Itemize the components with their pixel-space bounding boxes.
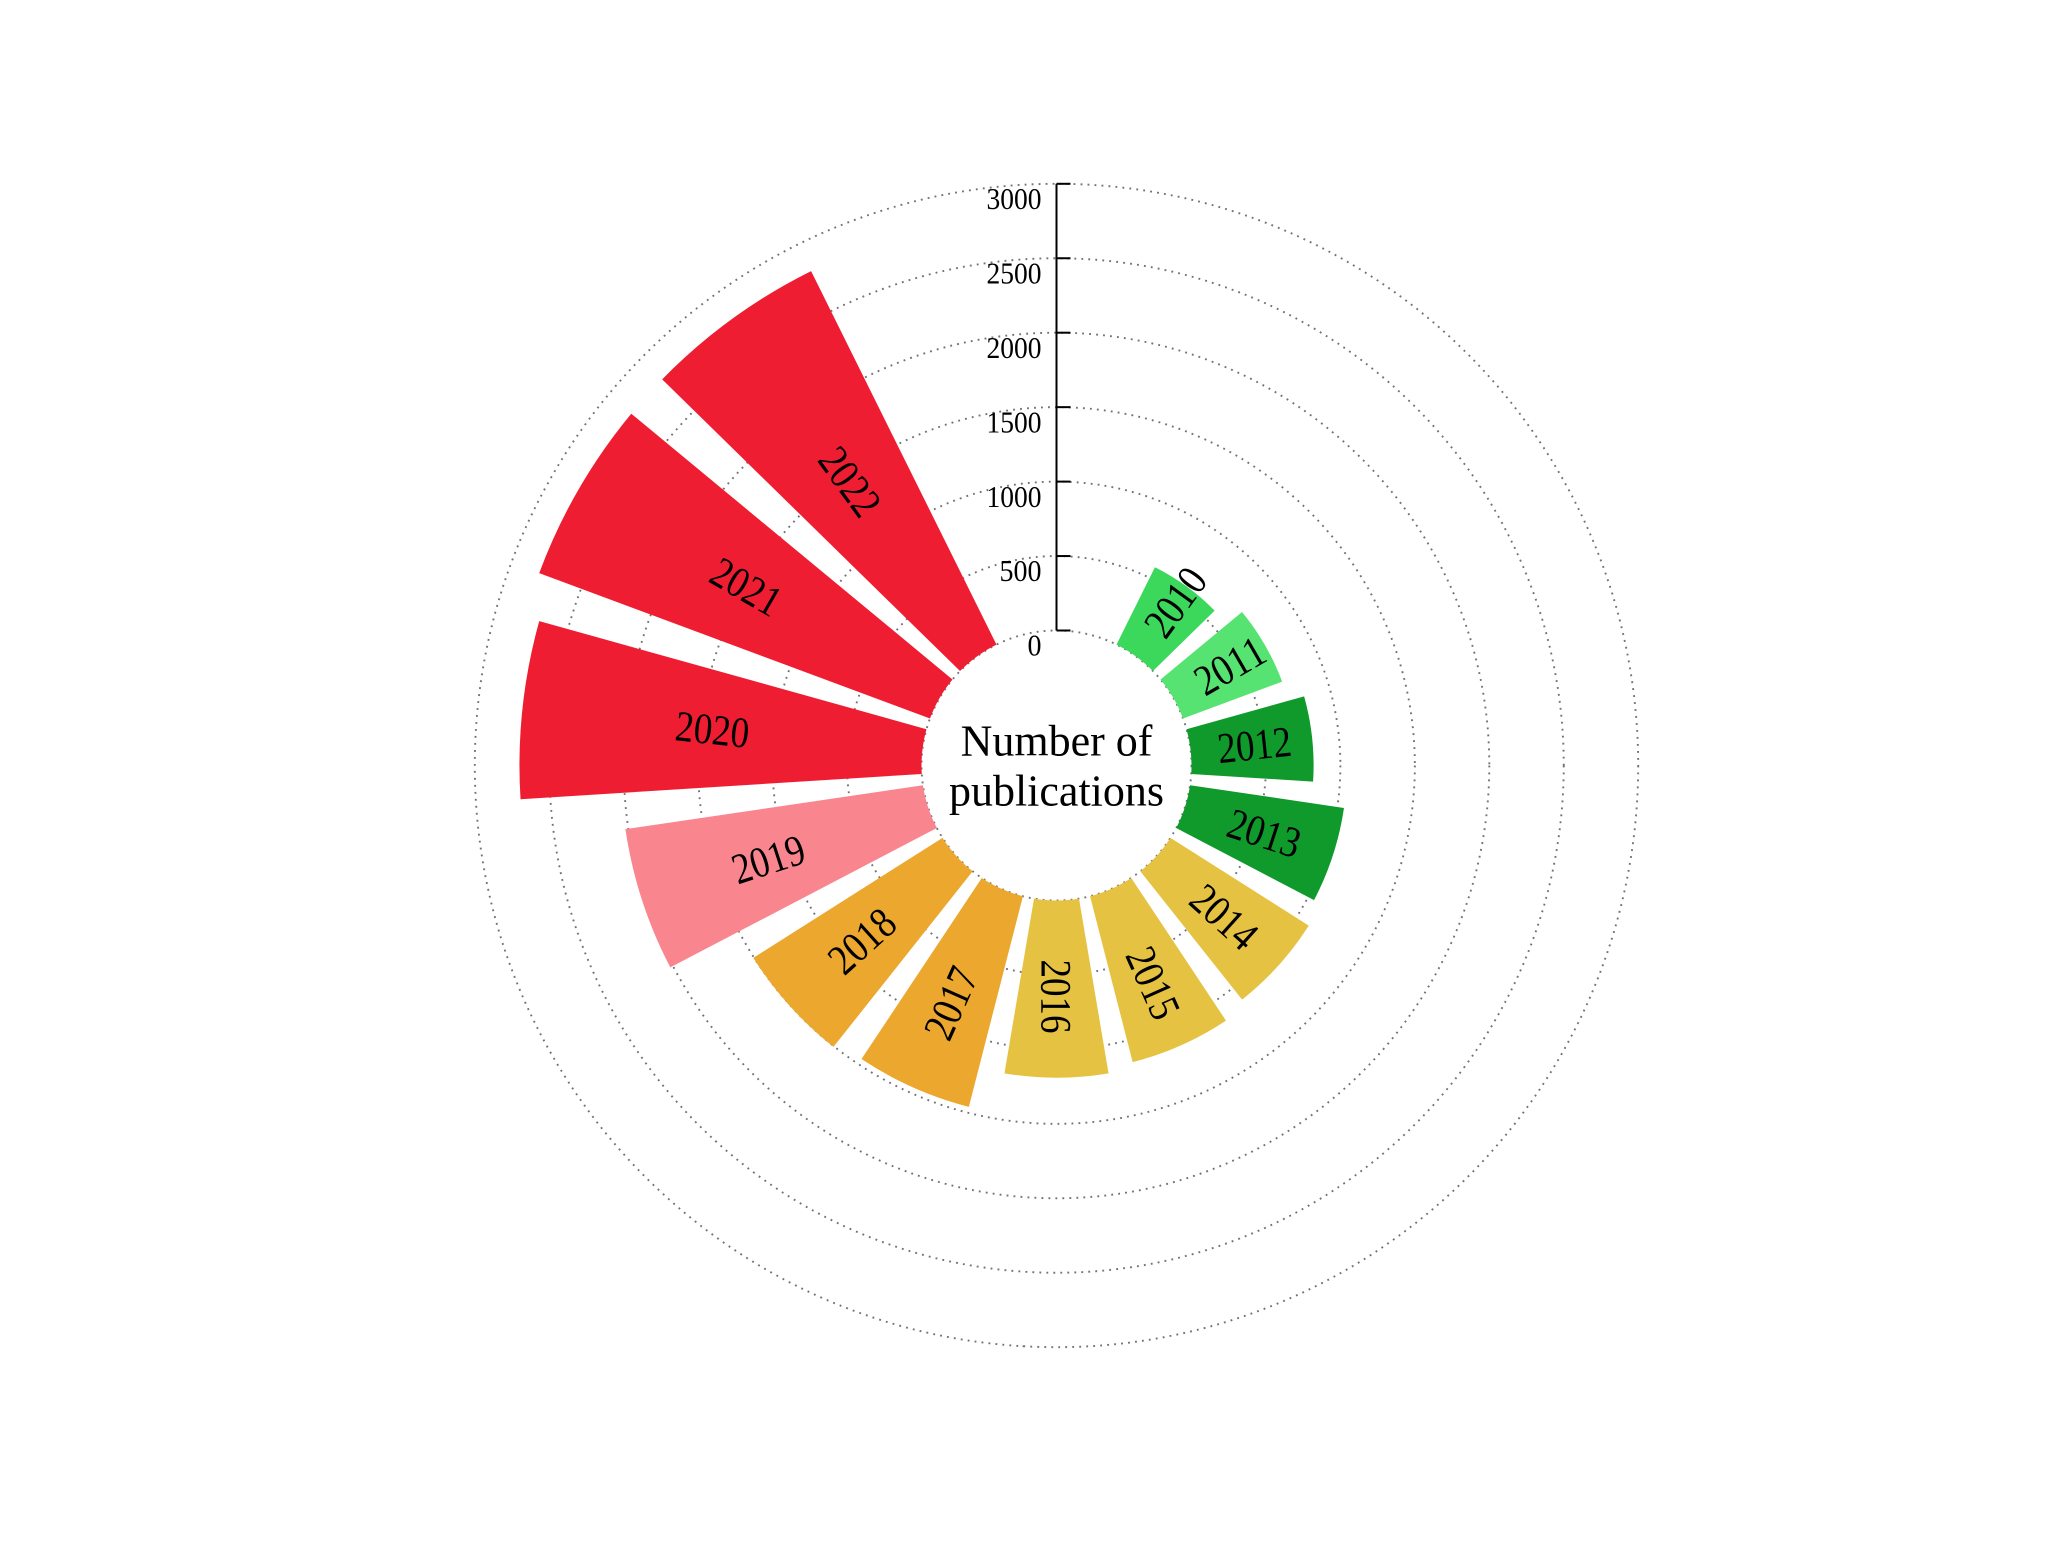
- svg-text:3000: 3000: [987, 182, 1042, 216]
- svg-text:2020: 2020: [673, 702, 752, 757]
- svg-text:1000: 1000: [987, 480, 1042, 514]
- svg-text:500: 500: [1000, 554, 1042, 588]
- svg-text:1500: 1500: [987, 405, 1042, 439]
- svg-text:publications: publications: [949, 766, 1164, 815]
- svg-text:2012: 2012: [1215, 718, 1294, 773]
- svg-text:2500: 2500: [987, 256, 1042, 290]
- svg-text:2016: 2016: [1032, 960, 1080, 1034]
- svg-text:0: 0: [1028, 629, 1042, 663]
- svg-text:Number of: Number of: [961, 716, 1153, 765]
- svg-text:2000: 2000: [987, 331, 1042, 365]
